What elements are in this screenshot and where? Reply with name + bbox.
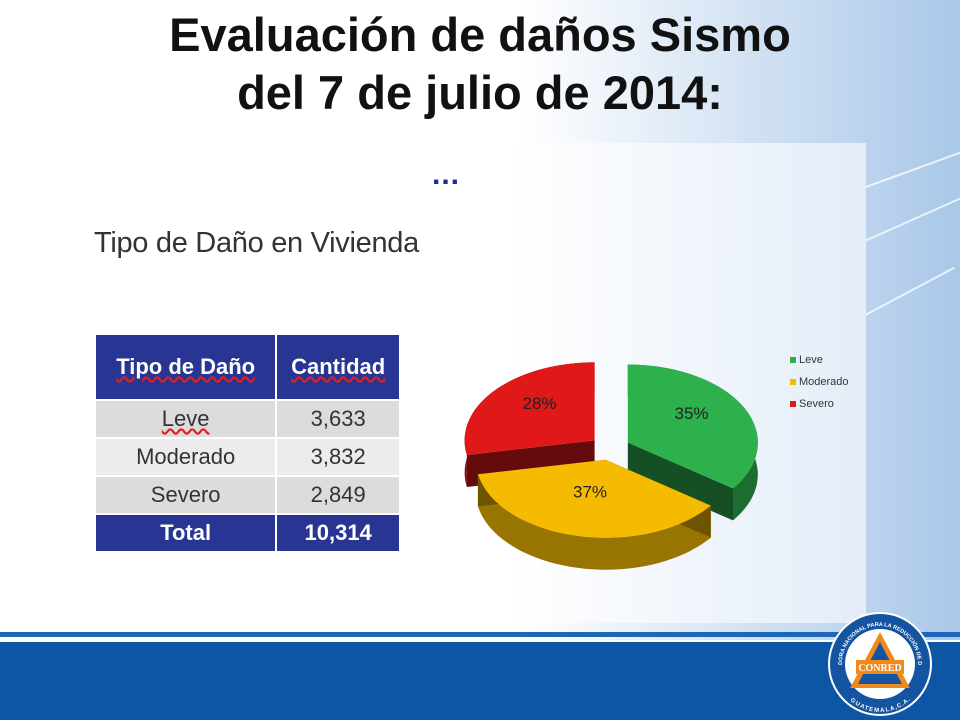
- table-total-value: 10,314: [275, 513, 401, 553]
- table-total-label: Total: [93, 513, 278, 553]
- table-header-cantidad: Cantidad: [275, 333, 401, 401]
- table-total-row: Total 10,314: [93, 513, 401, 553]
- legend-label-leve: Leve: [799, 354, 823, 366]
- table-header-tipo: Tipo de Daño: [93, 333, 278, 401]
- footer-stripe: [0, 632, 960, 637]
- legend-swatch-leve: [790, 357, 796, 363]
- pie-chart: 28% 35% 37% Leve Moderado Severo: [464, 354, 849, 570]
- table-cell-cantidad: 2,849: [275, 475, 401, 515]
- legend-swatch-moderado: [790, 379, 796, 385]
- pie-data-label: 37%: [573, 483, 607, 502]
- table-row: Severo 2,849: [93, 475, 401, 515]
- pie-data-label: 35%: [674, 404, 708, 423]
- table-row: Moderado 3,832: [93, 437, 401, 477]
- table-row: Leve 3,633: [93, 399, 401, 439]
- chart-legend: Leve Moderado Severo: [790, 354, 849, 410]
- logo-name: CONRED: [858, 663, 901, 674]
- damage-table: Tipo de Daño Cantidad Leve 3,633 Moderad…: [93, 333, 401, 553]
- table-cell-tipo: Severo: [93, 475, 278, 515]
- ellipsis-dots: ...: [432, 158, 461, 191]
- slide-title: Evaluación de daños Sismo del 7 de julio…: [0, 6, 960, 122]
- pie-slice-severo: [464, 362, 595, 455]
- table-cell-tipo: Leve: [93, 399, 278, 439]
- chart-subtitle: Tipo de Daño en Vivienda: [94, 227, 419, 259]
- conred-logo: COORDINADORA NACIONAL PARA LA REDUCCIÓN …: [826, 610, 932, 716]
- legend-label-moderado: Moderado: [799, 376, 849, 388]
- table-cell-cantidad: 3,832: [275, 437, 401, 477]
- cell-text: Leve: [161, 406, 210, 431]
- pie-slice-leve: [627, 364, 758, 489]
- pie-data-label: 28%: [522, 394, 556, 413]
- pie-slice-moderado: [477, 459, 711, 538]
- title-line-1: Evaluación de daños Sismo: [169, 8, 791, 61]
- footer-bar: [0, 642, 960, 720]
- table-cell-cantidad: 3,633: [275, 399, 401, 439]
- title-line-2: del 7 de julio de 2014:: [237, 66, 723, 119]
- content-panel: Tipo de Daño en Vivienda Tipo de Daño Ca…: [70, 143, 866, 623]
- table-cell-tipo: Moderado: [93, 437, 278, 477]
- pie-slice-side-moderado: [477, 474, 711, 570]
- pie-slice-edge-leve: [627, 442, 733, 521]
- table-header-row: Tipo de Daño Cantidad: [93, 333, 401, 401]
- legend-label-severo: Severo: [799, 398, 834, 410]
- legend-swatch-severo: [790, 401, 796, 407]
